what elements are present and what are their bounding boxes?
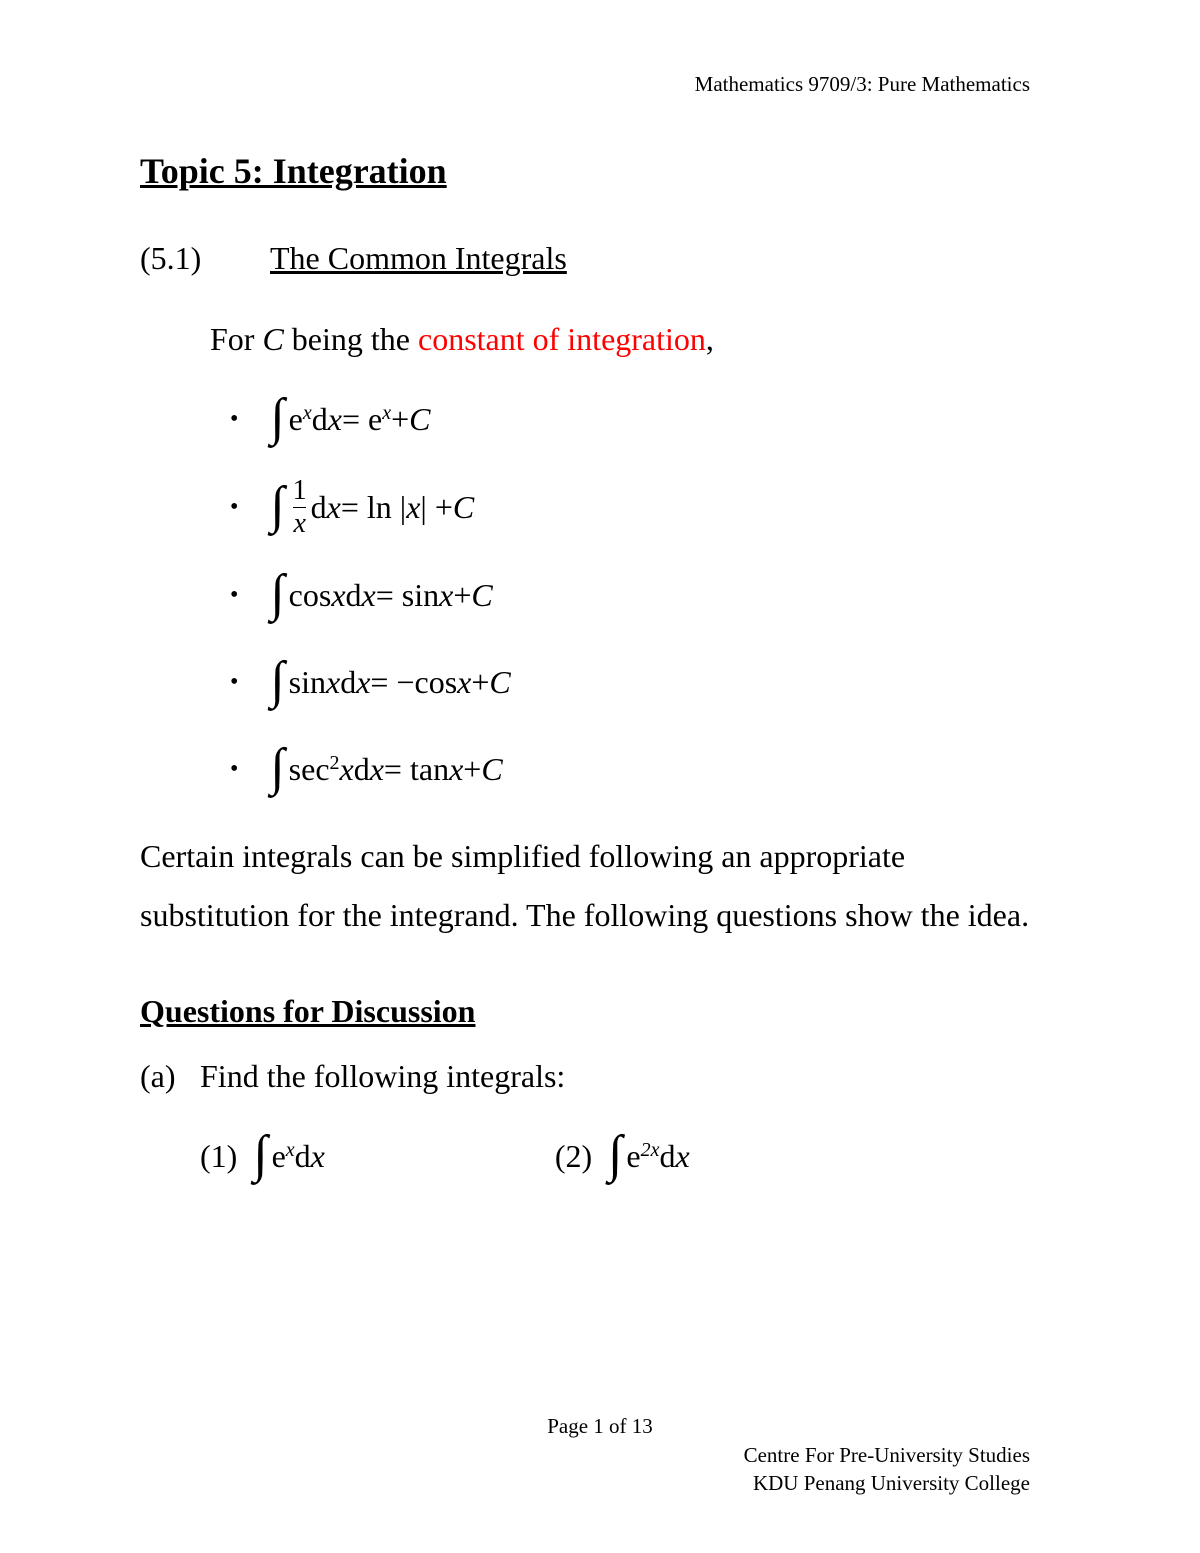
bullet-icon: • [230, 494, 238, 521]
question-a: (a) Find the following integrals: [140, 1058, 1060, 1095]
math-sup: 2x [641, 1139, 660, 1162]
subq-formula-2: ∫e2x dx [608, 1127, 690, 1186]
math-var: x [327, 489, 341, 526]
section-heading: (5.1) The Common Integrals [140, 240, 1060, 277]
intro-variable: C [262, 321, 283, 357]
math-text: + [453, 577, 471, 614]
intro-text: For C being the constant of integration, [210, 321, 1060, 358]
footer-line-1: Centre For Pre-University Studies [744, 1442, 1030, 1469]
question-text: Find the following integrals: [200, 1058, 565, 1095]
math-text: = e [342, 401, 382, 438]
page-number: Page 1 of 13 [547, 1414, 653, 1439]
math-sup: 2 [330, 752, 340, 775]
subq-formula-1: ∫ex dx [253, 1127, 325, 1186]
math-text: + [391, 401, 409, 438]
math-var: x [449, 751, 463, 788]
math-var: C [481, 751, 502, 788]
math-var: x [406, 489, 420, 526]
subq-label: (2) [555, 1138, 592, 1175]
math-text: + [463, 751, 481, 788]
math-var: x [457, 664, 471, 701]
math-text: d [340, 664, 356, 701]
math-sup: x [382, 402, 391, 425]
subquestion-1: (1) ∫ex dx [200, 1127, 325, 1186]
subquestion-row: (1) ∫ex dx (2) ∫e2x dx [200, 1127, 1060, 1186]
math-text: sin [289, 664, 326, 701]
math-text: cos [289, 577, 332, 614]
math-var: C [471, 577, 492, 614]
math-text: e [272, 1138, 286, 1175]
math-text: + [471, 664, 489, 701]
intro-suffix: , [706, 321, 714, 357]
question-label: (a) [140, 1058, 200, 1095]
math-text: d [660, 1138, 676, 1175]
bullet-icon: • [230, 669, 238, 696]
bullet-icon: • [230, 582, 238, 609]
integral-formula-5: ∫sec2x dx = tan x + C [270, 740, 502, 799]
math-var: x [676, 1138, 690, 1175]
bullet-icon: • [230, 406, 238, 433]
math-text: | + [420, 489, 452, 526]
intro-middle: being the [284, 321, 418, 357]
math-text: d [295, 1138, 311, 1175]
math-text: e [626, 1138, 640, 1175]
math-text: d [311, 489, 327, 526]
math-var: x [311, 1138, 325, 1175]
fraction: 1x [293, 477, 307, 538]
math-text: = sin [376, 577, 439, 614]
integral-item: • ∫sec2x dx = tan x + C [230, 740, 1060, 799]
subq-label: (1) [200, 1138, 237, 1175]
integral-formula-1: ∫ex dx = ex + C [270, 390, 430, 449]
integral-formula-2: ∫1x dx = ln |x| + C [270, 477, 474, 538]
integral-formula-3: ∫cos x dx = sin x + C [270, 566, 492, 625]
bullet-icon: • [230, 756, 238, 783]
highlight-text: constant of integration [418, 321, 706, 357]
integral-item: • ∫1x dx = ln |x| + C [230, 477, 1060, 538]
math-var: C [453, 489, 474, 526]
integral-item: • ∫sin x dx = −cos x + C [230, 653, 1060, 712]
math-var: x [326, 664, 340, 701]
integral-list: • ∫ex dx = ex + C • ∫1x dx = ln |x| + C … [230, 390, 1060, 799]
math-text: = ln | [341, 489, 406, 526]
section-title: The Common Integrals [270, 240, 567, 277]
math-sup: x [286, 1139, 295, 1162]
math-var: x [370, 751, 384, 788]
section-number: (5.1) [140, 240, 270, 277]
math-sup: x [303, 402, 312, 425]
intro-prefix: For [210, 321, 262, 357]
math-var: x [439, 577, 453, 614]
math-text: sec [289, 751, 330, 788]
frac-den: x [293, 507, 305, 538]
subsection-title: Questions for Discussion [140, 993, 1060, 1030]
math-var: C [489, 664, 510, 701]
footer-institution: Centre For Pre-University Studies KDU Pe… [744, 1442, 1030, 1497]
integral-formula-4: ∫sin x dx = −cos x + C [270, 653, 510, 712]
integral-item: • ∫cos x dx = sin x + C [230, 566, 1060, 625]
course-header: Mathematics 9709/3: Pure Mathematics [695, 72, 1030, 97]
frac-num: 1 [293, 477, 307, 507]
math-var: x [340, 751, 354, 788]
math-text: d [312, 401, 328, 438]
math-text: e [289, 401, 303, 438]
math-var: x [331, 577, 345, 614]
page-title: Topic 5: Integration [140, 150, 1060, 192]
math-text: d [346, 577, 362, 614]
math-var: x [328, 401, 342, 438]
math-var: C [409, 401, 430, 438]
math-var: x [356, 664, 370, 701]
footer-line-2: KDU Penang University College [744, 1470, 1030, 1497]
subquestion-2: (2) ∫e2x dx [555, 1127, 690, 1186]
math-var: x [362, 577, 376, 614]
body-paragraph: Certain integrals can be simplified foll… [140, 827, 1060, 945]
math-text: = tan [384, 751, 449, 788]
integral-item: • ∫ex dx = ex + C [230, 390, 1060, 449]
math-text: d [354, 751, 370, 788]
math-text: = −cos [370, 664, 457, 701]
